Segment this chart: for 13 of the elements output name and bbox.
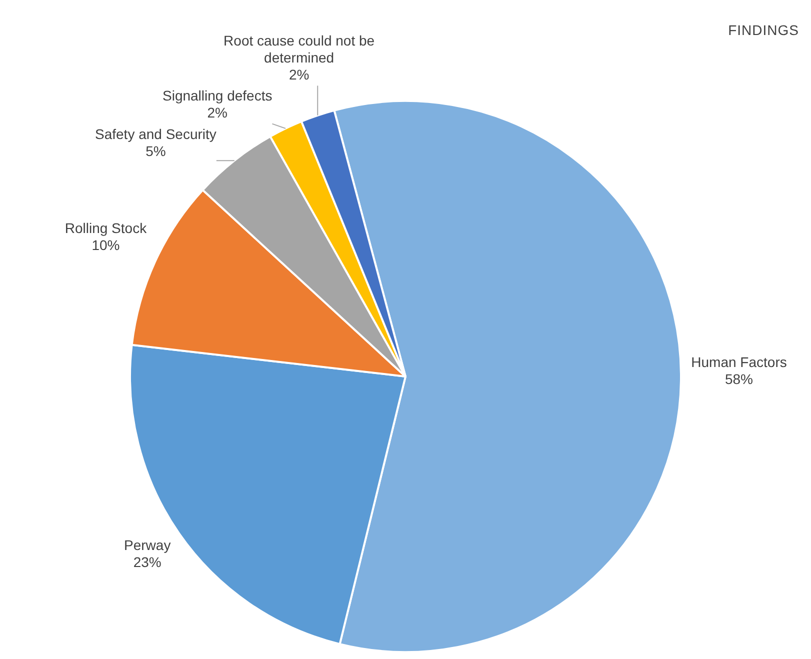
slice-label: Signalling defects xyxy=(162,88,272,104)
data-label: 2% xyxy=(207,104,228,121)
data-label: 10% xyxy=(92,237,120,254)
data-label: 23% xyxy=(133,554,162,570)
slice-label: Safety and Security xyxy=(95,126,216,142)
slice-label: Root cause could not be determined xyxy=(224,32,375,66)
slice-label: Human Factors xyxy=(691,354,787,370)
data-label: 58% xyxy=(724,370,754,387)
data-label: 5% xyxy=(146,142,166,159)
data-label: 2% xyxy=(288,66,310,83)
slice-label: Rolling Stock xyxy=(64,220,148,236)
slice-label: Perway xyxy=(124,536,171,553)
chart-title: FINDINGS xyxy=(728,22,799,38)
